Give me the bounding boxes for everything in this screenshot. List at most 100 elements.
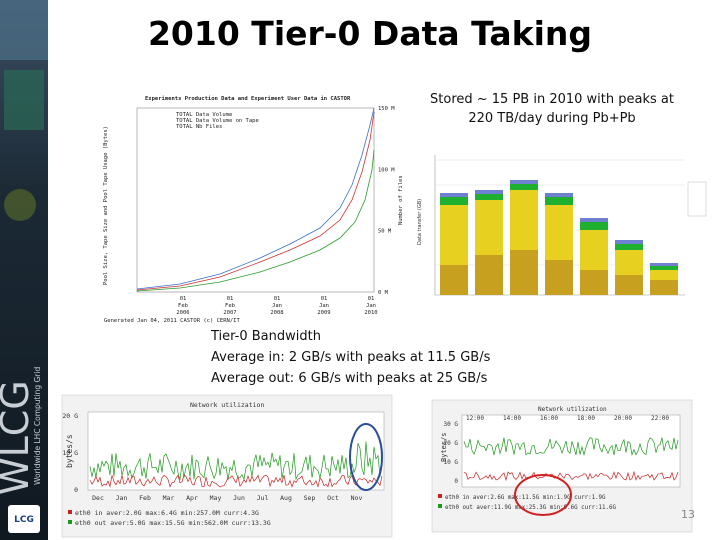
bar	[650, 270, 678, 280]
bar	[615, 244, 643, 250]
tick-label: Mar	[163, 494, 175, 502]
storage-chart: Experiments Production Data and Experime…	[103, 96, 404, 324]
bar	[510, 250, 538, 295]
tick-label: 30 G	[444, 421, 459, 428]
bar	[510, 180, 538, 184]
bar	[580, 218, 608, 222]
bar	[580, 222, 608, 230]
bar	[475, 200, 503, 255]
bar	[510, 184, 538, 190]
tick-label: Feb	[139, 494, 151, 502]
network-in-chart: Network utilization 20 G 10 G 0 bytes/s …	[61, 394, 393, 538]
tick-label: 2009	[317, 310, 330, 316]
network-out-chart: Network utilization 12:00 14:00 16:00 18:00…	[431, 399, 693, 533]
bar	[615, 275, 643, 295]
bar	[545, 197, 573, 205]
chart-title: Experiments Production Data and Experime…	[145, 96, 351, 102]
tick-label: 0	[454, 478, 458, 485]
tick-label: 10 G	[444, 459, 459, 466]
tick-label: 20 G	[62, 412, 78, 420]
note: Stored ~ 15 PB in 2010 with peaks at	[430, 92, 674, 107]
bandwidth-line: Average out: 6 GB/s with peaks at 25 GB/…	[211, 371, 488, 386]
tick-label: 20:00	[614, 415, 632, 422]
tick-label: 0 M	[378, 290, 389, 296]
tick-label: 01	[368, 296, 375, 302]
bar	[545, 260, 573, 295]
logo: LCG	[14, 515, 34, 525]
legend: TOTAL Data Volume on Tape	[176, 118, 259, 124]
bar	[475, 194, 503, 200]
axis-label: Data transfer (GB)	[417, 199, 423, 245]
tick-label: 01	[274, 296, 281, 302]
bar	[545, 205, 573, 260]
tick-label: Jan	[116, 494, 128, 502]
tick-label: 12:00	[466, 415, 484, 422]
bar	[510, 190, 538, 250]
tick-label: Apr	[186, 494, 198, 502]
note: 220 TB/day during Pb+Pb	[468, 111, 635, 126]
trace	[463, 470, 679, 482]
tick-label: Jun	[233, 494, 245, 502]
sidebar: WLCG Worldwide LHC Computing Grid LCG	[0, 0, 48, 540]
tick-label: Feb	[225, 303, 235, 309]
line	[136, 107, 375, 290]
axis-label: Bytes/s	[440, 432, 448, 462]
bar	[650, 263, 678, 266]
tick-label: 150 M	[378, 106, 395, 112]
bar	[440, 265, 468, 295]
tick-label: Aug	[280, 494, 292, 502]
legend: eth0 out aver:5.0G max:15.5G min:562.0M …	[75, 519, 271, 527]
bandwidth-heading: Tier-0 Bandwidth	[210, 329, 321, 344]
bar	[475, 255, 503, 295]
tick-label: Jan	[272, 303, 282, 309]
bar	[650, 266, 678, 270]
legend: TOTAL Nb Files	[176, 124, 222, 130]
tick-label: May	[210, 494, 222, 502]
volume-chart: Data transfer (GB)	[417, 155, 707, 296]
tick-label: 100 M	[378, 167, 395, 173]
trace	[463, 437, 679, 457]
bar	[545, 193, 573, 197]
brand-subtitle: Worldwide LHC Computing Grid	[33, 367, 42, 485]
legend: eth0 in aver:2.6G max:11.5G min:1.9G cur…	[445, 495, 606, 501]
tick-label: 16:00	[540, 415, 558, 422]
bar	[440, 193, 468, 197]
brand: WLCG	[0, 380, 37, 495]
tick-label: 50 M	[378, 229, 392, 235]
legend: eth0 in aver:2.0G max:6.4G min:257.0M cu…	[75, 509, 259, 517]
trace	[89, 441, 383, 481]
tick-label: 2010	[364, 310, 377, 316]
tick-label: 2006	[176, 310, 189, 316]
tick-label: Jan	[319, 303, 329, 309]
bar	[615, 250, 643, 275]
tick-label: 01	[227, 296, 234, 302]
axis-label: bytes/s	[65, 434, 74, 468]
line	[136, 111, 375, 291]
bar	[580, 270, 608, 295]
slide-title: 2010 Tier-0 Data Taking	[148, 14, 592, 53]
tick-label: Feb	[178, 303, 188, 309]
bar	[440, 197, 468, 205]
bar	[440, 205, 468, 265]
tick-label: Dec	[92, 494, 104, 502]
right-axis-label: Number of files	[398, 175, 404, 225]
chart-title: Network utilization	[538, 406, 607, 413]
legend: TOTAL Data Volume	[176, 112, 232, 118]
tick-label: 01	[180, 296, 187, 302]
tick-label: 20 G	[444, 440, 459, 447]
tick-label: 2007	[223, 310, 236, 316]
tick-label: 10 G	[62, 449, 78, 457]
bar	[650, 280, 678, 295]
tick-label: Nov	[351, 494, 363, 502]
tick-label: 18:00	[577, 415, 595, 422]
chart-title: Network utilization	[190, 401, 264, 409]
footer: Generated Jan 04, 2011 CASTOR (c) CERN/I…	[104, 318, 240, 324]
bar	[475, 190, 503, 194]
tick-label: 22:00	[651, 415, 669, 422]
tick-label: 0	[74, 486, 78, 494]
tick-label: Jan	[366, 303, 376, 309]
bar	[580, 230, 608, 270]
tick-label: Jul	[257, 494, 269, 502]
tick-label: 14:00	[503, 415, 521, 422]
